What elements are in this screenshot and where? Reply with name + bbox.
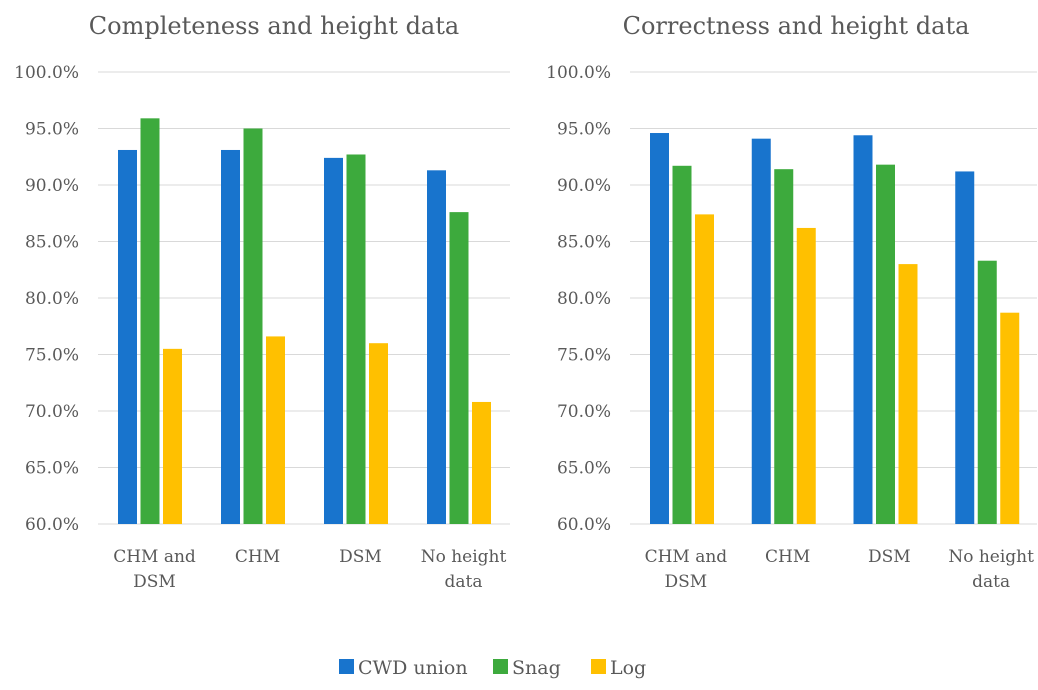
x-tick-label: CHM (765, 547, 810, 567)
bar-snag (672, 165, 692, 525)
y-tick-label: 65.0% (25, 459, 79, 479)
y-tick-label: 60.0% (25, 515, 79, 535)
y-tick-label: 65.0% (557, 459, 611, 479)
bar-log (796, 227, 816, 524)
x-tick-label: data (972, 572, 1010, 592)
bar-snag (977, 260, 997, 524)
y-tick-label: 60.0% (557, 515, 611, 535)
bar-cwd-union (221, 149, 240, 524)
x-tick-label: CHM and (113, 547, 196, 567)
bar-cwd-union (118, 149, 137, 524)
x-tick-label: DSM (133, 572, 176, 592)
x-tick-label: data (445, 572, 483, 592)
y-tick-label: 85.0% (25, 233, 79, 253)
y-tick-label: 80.0% (25, 289, 79, 309)
y-tick-label: 85.0% (557, 233, 611, 253)
y-tick-label: 80.0% (557, 289, 611, 309)
y-tick-label: 100.0% (14, 63, 79, 83)
legend-label: Log (610, 657, 646, 679)
bar-snag (346, 154, 366, 525)
x-tick-label: CHM (235, 547, 280, 567)
y-tick-label: 75.0% (557, 346, 611, 366)
bar-snag (243, 128, 263, 524)
bar-snag (774, 169, 794, 524)
y-tick-label: 70.0% (25, 402, 79, 422)
bar-snag (140, 118, 160, 524)
y-tick-label: 70.0% (557, 402, 611, 422)
y-tick-label: 75.0% (25, 346, 79, 366)
legend-label: Snag (512, 657, 561, 679)
bar-cwd-union (650, 133, 669, 524)
x-tick-label: CHM and (645, 547, 728, 567)
legend-label: CWD union (358, 657, 468, 679)
chart-title-2: Correctness and height data (623, 12, 970, 40)
chart-title-1: Completeness and height data (89, 12, 459, 40)
bar-snag (876, 164, 895, 524)
bar-cwd-union (324, 157, 343, 524)
y-tick-label: 90.0% (25, 176, 79, 196)
bar-log (472, 401, 491, 524)
bar-log (369, 343, 388, 524)
y-tick-label: 95.0% (557, 120, 611, 140)
legend-swatch-log (591, 659, 606, 674)
bar-log (898, 264, 918, 524)
bar-log (1000, 312, 1020, 524)
x-tick-label: No height (421, 547, 507, 567)
bar-cwd-union (955, 171, 975, 524)
x-tick-label: No height (948, 547, 1034, 567)
x-tick-label: DSM (339, 547, 382, 567)
bar-cwd-union (427, 170, 446, 524)
bar-log (266, 336, 285, 524)
bar-cwd-union (751, 138, 771, 525)
bar-cwd-union (853, 135, 873, 524)
x-tick-label: DSM (868, 547, 911, 567)
bar-snag (449, 212, 469, 524)
y-tick-label: 90.0% (557, 176, 611, 196)
legend-swatch-cwd-union (339, 659, 354, 674)
y-tick-label: 100.0% (546, 63, 611, 83)
y-tick-label: 95.0% (25, 120, 79, 140)
bar-log (695, 214, 714, 524)
legend-swatch-snag (493, 659, 508, 674)
x-tick-label: DSM (665, 572, 708, 592)
bar-log (163, 348, 182, 524)
